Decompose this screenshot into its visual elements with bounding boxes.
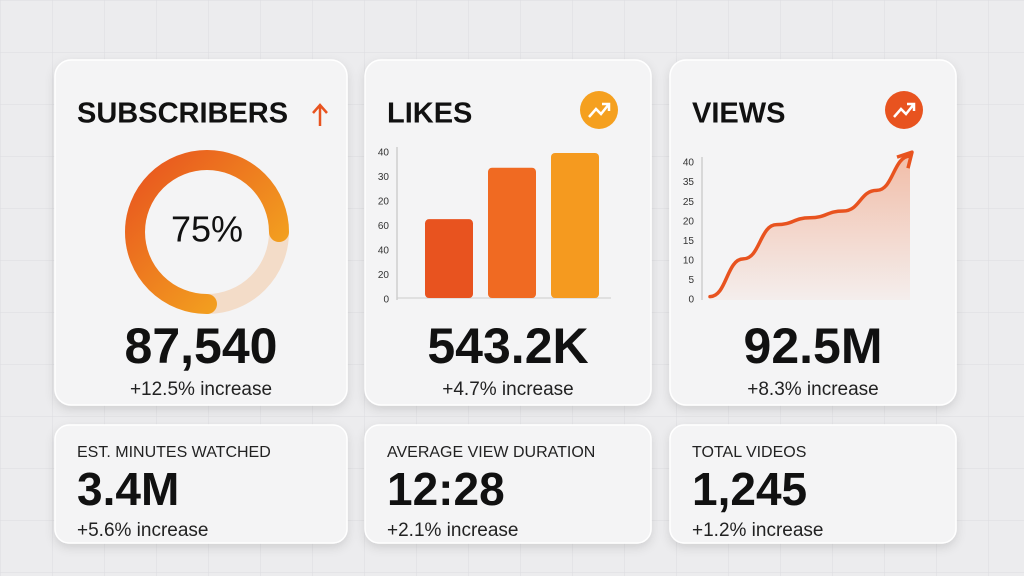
donut-arc: [125, 150, 289, 314]
axis-label: 10: [683, 255, 695, 266]
stat-title: AVERAGE VIEW DURATION: [387, 444, 595, 461]
axis-label: 40: [378, 246, 390, 257]
axis-label: 30: [378, 172, 390, 183]
axis-label: 25: [683, 197, 695, 208]
card-change: +12.5% increase: [130, 379, 272, 400]
stat-change: +5.6% increase: [77, 520, 209, 541]
stat-title: EST. MINUTES WATCHED: [77, 444, 271, 461]
axis-label: 0: [383, 295, 389, 306]
trend-icon-arrow: [893, 102, 916, 118]
stat-change: +1.2% increase: [692, 520, 824, 541]
trend-icon: [885, 91, 923, 129]
axis-label: 15: [683, 236, 695, 247]
trend-icon-arrow: [588, 102, 611, 118]
axis-label: 0: [688, 295, 694, 306]
axis-label: 35: [683, 177, 695, 188]
stat-change: +2.1% increase: [387, 520, 519, 541]
axis-label: 40: [378, 148, 390, 159]
card: [54, 59, 348, 406]
card-change: +8.3% increase: [747, 379, 879, 400]
stat-value: 12:28: [387, 463, 505, 515]
line: [708, 154, 912, 299]
card-value: 543.2K: [427, 318, 588, 374]
stat-card: [669, 424, 957, 544]
card-value: 92.5M: [744, 318, 883, 374]
up-arrow: [312, 103, 328, 126]
stat-value: 3.4M: [77, 463, 179, 515]
trend-icon: [580, 91, 618, 129]
card-title: VIEWS: [692, 98, 785, 130]
stat-title: TOTAL VIDEOS: [692, 444, 806, 461]
donut-label: 75%: [171, 209, 243, 250]
card-value: 87,540: [125, 318, 278, 374]
area: [710, 156, 910, 300]
arrow-head: [896, 150, 914, 169]
card-title: SUBSCRIBERS: [77, 98, 288, 130]
stat-value: 1,245: [692, 463, 807, 515]
axis-label: 20: [683, 216, 695, 227]
bar: [425, 219, 473, 298]
card-change: +4.7% increase: [442, 379, 574, 400]
axis-label: 20: [378, 270, 390, 281]
axis-label: 40: [683, 158, 695, 169]
axis-label: 5: [688, 275, 694, 286]
bar: [488, 167, 536, 298]
bar: [551, 153, 599, 298]
stat-card: [54, 424, 348, 544]
card-title: LIKES: [387, 98, 472, 130]
axis-label: 20: [378, 197, 390, 208]
axis-label: 60: [378, 221, 390, 232]
stat-card: [364, 424, 652, 544]
